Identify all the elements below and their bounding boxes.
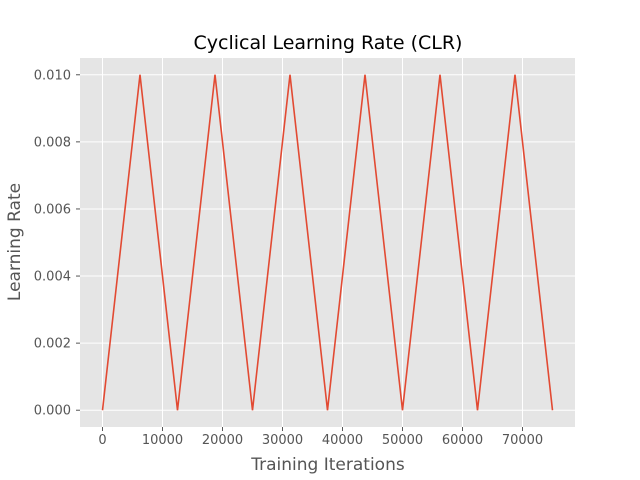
series-line-0 <box>101 74 554 411</box>
x-tick-label-3: 30000 <box>262 433 303 448</box>
y-axis-ticks: 0.000 0.002 0.004 0.006 0.008 0.010 <box>34 68 80 419</box>
x-axis-label: Training Iterations <box>250 455 405 475</box>
chart-title: Cyclical Learning Rate (CLR) <box>194 32 463 54</box>
y-tick-label-5: 0.010 <box>34 68 71 83</box>
y-tick-label-4: 0.008 <box>34 135 71 150</box>
y-axis-label: Learning Rate <box>5 183 25 301</box>
x-tick-label-2: 20000 <box>202 433 243 448</box>
y-tick-label-0: 0.000 <box>34 404 71 419</box>
plot-area <box>80 58 575 427</box>
x-tick-label-0: 0 <box>98 433 106 448</box>
x-tick-label-6: 60000 <box>442 433 483 448</box>
y-tick-label-1: 0.002 <box>34 337 71 352</box>
y-tick-label-2: 0.004 <box>34 270 71 285</box>
x-tick-label-1: 10000 <box>142 433 183 448</box>
x-axis-ticks: 0 10000 20000 30000 40000 50000 60000 70000 <box>98 427 543 448</box>
x-tick-label-5: 50000 <box>382 433 423 448</box>
x-tick-label-4: 40000 <box>322 433 363 448</box>
y-tick-label-3: 0.006 <box>34 202 71 217</box>
series-layer <box>101 74 554 411</box>
x-tick-label-7: 70000 <box>502 433 543 448</box>
